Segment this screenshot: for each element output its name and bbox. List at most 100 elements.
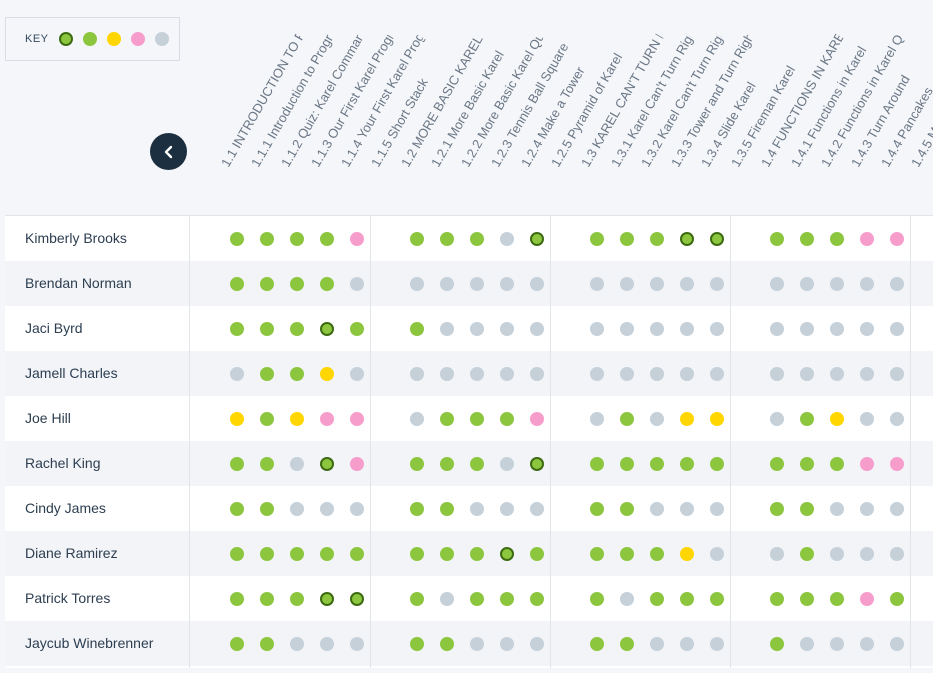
status-dot-exceeded[interactable] [320,457,334,471]
status-dot-not-started[interactable] [470,637,484,651]
status-dot-complete[interactable] [800,232,814,246]
status-dot-not-started[interactable] [800,277,814,291]
status-dot-incorrect[interactable] [860,592,874,606]
status-dot-not-started[interactable] [710,547,724,561]
status-dot-complete[interactable] [260,322,274,336]
status-dot-not-started[interactable] [650,502,664,516]
status-dot-complete[interactable] [260,232,274,246]
student-name[interactable]: Jaycub Winebrenner [25,635,154,651]
status-dot-complete[interactable] [320,547,334,561]
status-dot-not-started[interactable] [320,637,334,651]
status-dot-complete[interactable] [230,322,244,336]
status-dot-complete[interactable] [800,412,814,426]
status-dot-not-started[interactable] [680,367,694,381]
status-dot-complete[interactable] [290,367,304,381]
status-dot-complete[interactable] [680,592,694,606]
status-dot-complete[interactable] [410,322,424,336]
status-dot-not-started[interactable] [650,367,664,381]
status-dot-not-started[interactable] [530,502,544,516]
status-dot-complete[interactable] [680,457,694,471]
status-dot-not-started[interactable] [590,412,604,426]
status-dot-not-started[interactable] [650,637,664,651]
status-dot-not-started[interactable] [890,637,904,651]
status-dot-partial[interactable] [710,412,724,426]
status-dot-complete[interactable] [500,592,514,606]
status-dot-not-started[interactable] [470,502,484,516]
status-dot-exceeded[interactable] [500,547,514,561]
status-dot-complete[interactable] [470,457,484,471]
status-dot-complete[interactable] [410,502,424,516]
status-dot-not-started[interactable] [890,277,904,291]
status-dot-not-started[interactable] [230,367,244,381]
status-dot-complete[interactable] [830,457,844,471]
status-dot-not-started[interactable] [830,277,844,291]
status-dot-complete[interactable] [320,277,334,291]
status-dot-not-started[interactable] [500,322,514,336]
status-dot-complete[interactable] [620,547,634,561]
status-dot-partial[interactable] [320,367,334,381]
status-dot-not-started[interactable] [680,637,694,651]
status-dot-partial[interactable] [230,412,244,426]
status-dot-complete[interactable] [770,592,784,606]
status-dot-complete[interactable] [470,232,484,246]
status-dot-complete[interactable] [530,547,544,561]
status-dot-complete[interactable] [620,232,634,246]
status-dot-not-started[interactable] [620,592,634,606]
status-dot-not-started[interactable] [680,322,694,336]
status-dot-complete[interactable] [260,502,274,516]
status-dot-not-started[interactable] [590,367,604,381]
status-dot-not-started[interactable] [770,412,784,426]
status-dot-not-started[interactable] [650,412,664,426]
status-dot-not-started[interactable] [590,322,604,336]
status-dot-complete[interactable] [620,457,634,471]
status-dot-complete[interactable] [530,592,544,606]
status-dot-complete[interactable] [440,232,454,246]
status-dot-complete[interactable] [800,457,814,471]
status-dot-not-started[interactable] [890,367,904,381]
status-dot-not-started[interactable] [500,502,514,516]
status-dot-partial[interactable] [680,412,694,426]
status-dot-complete[interactable] [470,547,484,561]
status-dot-not-started[interactable] [530,322,544,336]
status-dot-not-started[interactable] [350,637,364,651]
student-name[interactable]: Brendan Norman [25,275,132,291]
status-dot-complete[interactable] [260,367,274,381]
status-dot-not-started[interactable] [890,547,904,561]
status-dot-complete[interactable] [230,232,244,246]
status-dot-not-started[interactable] [590,277,604,291]
status-dot-complete[interactable] [410,232,424,246]
status-dot-complete[interactable] [830,592,844,606]
status-dot-incorrect[interactable] [350,232,364,246]
status-dot-not-started[interactable] [830,502,844,516]
status-dot-not-started[interactable] [350,277,364,291]
status-dot-incorrect[interactable] [860,232,874,246]
status-dot-not-started[interactable] [530,637,544,651]
status-dot-complete[interactable] [230,592,244,606]
status-dot-complete[interactable] [650,457,664,471]
status-dot-complete[interactable] [470,592,484,606]
status-dot-not-started[interactable] [500,367,514,381]
status-dot-complete[interactable] [590,502,604,516]
status-dot-exceeded[interactable] [350,592,364,606]
status-dot-exceeded[interactable] [530,457,544,471]
status-dot-complete[interactable] [830,232,844,246]
status-dot-complete[interactable] [770,637,784,651]
status-dot-not-started[interactable] [650,322,664,336]
status-dot-not-started[interactable] [410,367,424,381]
status-dot-complete[interactable] [650,232,664,246]
status-dot-complete[interactable] [260,457,274,471]
status-dot-not-started[interactable] [440,322,454,336]
student-name[interactable]: Joe Hill [25,410,71,426]
status-dot-not-started[interactable] [860,412,874,426]
student-name[interactable]: Diane Ramirez [25,545,118,561]
status-dot-incorrect[interactable] [890,457,904,471]
status-dot-complete[interactable] [350,322,364,336]
status-dot-complete[interactable] [710,457,724,471]
status-dot-not-started[interactable] [860,322,874,336]
status-dot-complete[interactable] [770,457,784,471]
status-dot-not-started[interactable] [710,502,724,516]
status-dot-complete[interactable] [260,547,274,561]
status-dot-not-started[interactable] [800,367,814,381]
status-dot-complete[interactable] [230,547,244,561]
status-dot-not-started[interactable] [500,457,514,471]
